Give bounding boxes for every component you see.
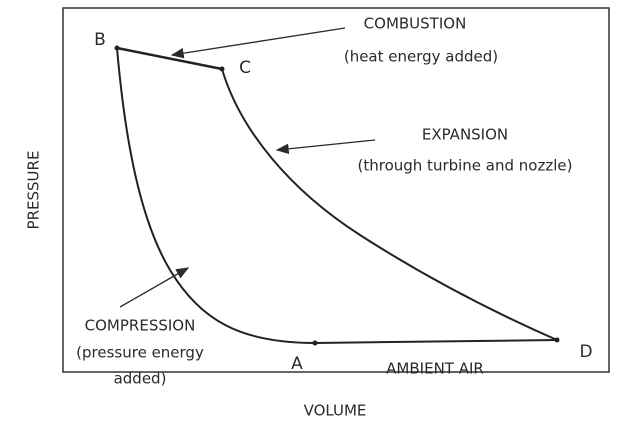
x-axis-label: VOLUME [304, 402, 367, 420]
point-a [312, 340, 318, 346]
point-label: A [291, 354, 303, 374]
annotation: (pressure energy [76, 344, 204, 362]
annotation: EXPANSION [422, 126, 508, 144]
point-label: B [94, 30, 106, 50]
point-label: D [579, 342, 592, 362]
arrow [275, 139, 376, 154]
annotation: (through turbine and nozzle) [358, 157, 573, 175]
annotation: AMBIENT AIR [386, 360, 484, 378]
frame [62, 7, 610, 373]
point-c [219, 66, 225, 72]
point-b [114, 45, 120, 51]
annotation: added) [114, 370, 167, 388]
annotation: (heat energy added) [344, 48, 498, 66]
y-axis-label: PRESSURE [25, 151, 43, 230]
expansion-curve [221, 68, 558, 341]
arrow [119, 267, 190, 308]
annotation: COMBUSTION [364, 15, 467, 33]
compression-curve [116, 47, 316, 344]
point-label: C [239, 58, 251, 78]
ambient-line [314, 339, 558, 344]
arrow [170, 27, 346, 59]
combustion-line [116, 46, 223, 71]
annotation: COMPRESSION [85, 317, 196, 335]
point-d [554, 337, 560, 343]
